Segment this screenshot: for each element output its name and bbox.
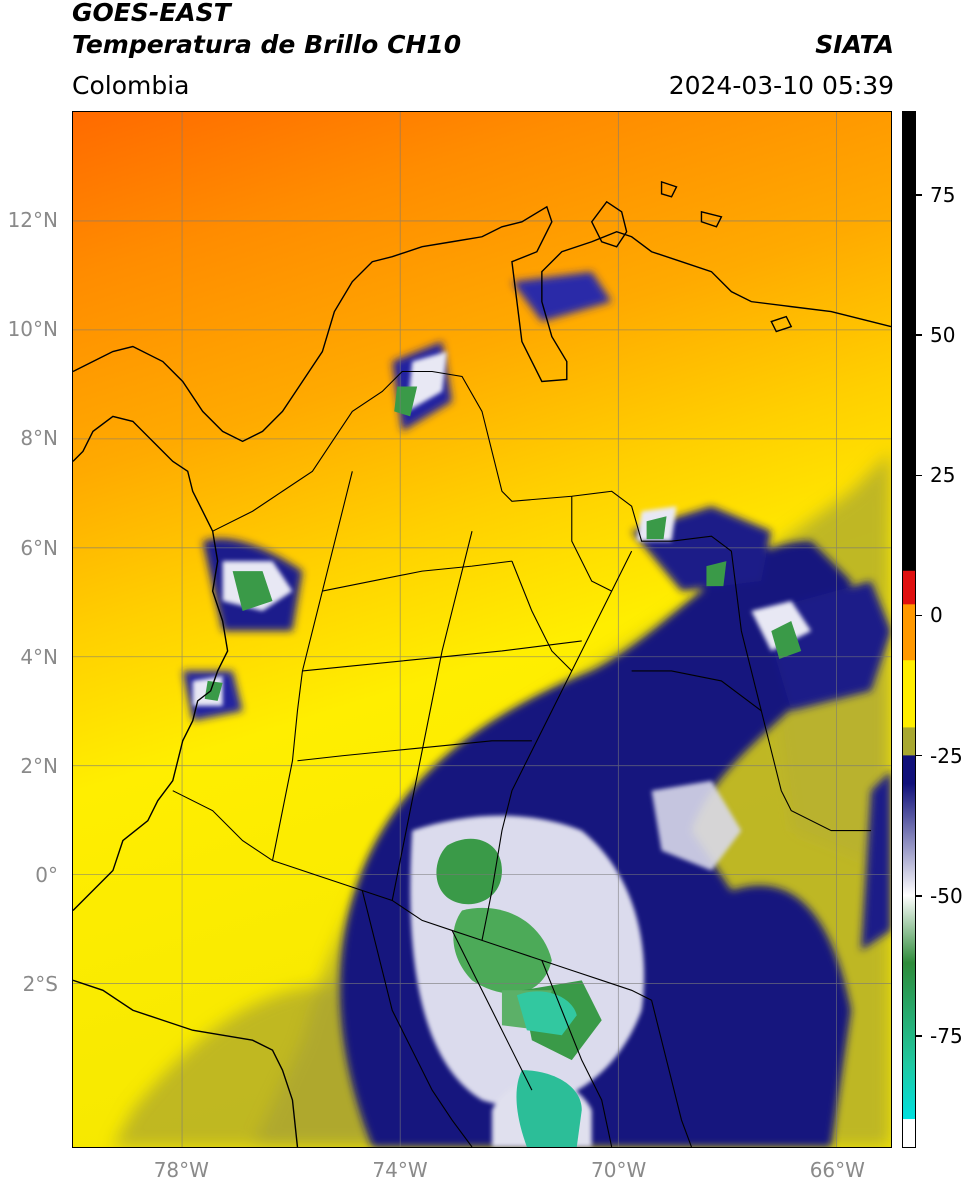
- colorbar-tick-mark: [916, 334, 922, 336]
- lat-tick-label: 10°N: [7, 317, 58, 342]
- colorbar-tick-mark: [916, 614, 922, 617]
- colorbar-segment: [903, 1063, 915, 1120]
- map-canvas: [73, 112, 891, 1147]
- colorbar-tick-label: 75: [930, 183, 956, 208]
- colorbar-segment: [903, 1119, 915, 1147]
- lat-tick-label: 2°N: [20, 753, 58, 778]
- colorbar-tick-label: -75: [930, 1023, 963, 1048]
- colorbar-segment: [903, 570, 915, 605]
- timestamp-label: 2024-03-10 05:39: [668, 71, 894, 100]
- colorbar-tick-mark: [916, 895, 922, 897]
- lat-tick-label: 12°N: [7, 208, 58, 233]
- region-label: Colombia: [72, 71, 190, 100]
- green-cloud-zone: [204, 386, 802, 1147]
- colorbar-segment: [903, 962, 915, 1064]
- colorbar-tick-label: 25: [930, 463, 956, 488]
- colorbar-segment: [903, 112, 915, 572]
- colorbar-tick-mark: [916, 754, 922, 757]
- colorbar-segment: [903, 783, 915, 896]
- satellite-title: GOES-EAST: [72, 0, 231, 27]
- colorbar-tick-label: 0: [930, 603, 943, 628]
- lat-tick-label: 2°S: [22, 972, 58, 997]
- colorbar-segment: [903, 895, 915, 963]
- colorbar-tick-label: 50: [930, 323, 956, 348]
- colorbar-segment: [903, 604, 915, 661]
- colorbar-tick-mark: [916, 1035, 922, 1037]
- lat-tick-label: 8°N: [20, 426, 58, 451]
- colorbar-tick-label: -50: [930, 883, 963, 908]
- product-title: Temperatura de Brillo CH10: [72, 30, 462, 59]
- graticule: [73, 112, 891, 1147]
- satellite-map[interactable]: [72, 111, 892, 1148]
- colorbar-segment: [903, 755, 915, 784]
- colorbar-tick-label: -25: [930, 743, 963, 768]
- brand-label: SIATA: [815, 30, 894, 59]
- political-borders: [172, 370, 872, 1147]
- lat-tick-label: 6°N: [20, 535, 58, 560]
- lat-tick-label: 4°N: [20, 644, 58, 669]
- colorbar-segment: [903, 660, 915, 728]
- lon-tick-label: 66°W: [809, 1158, 865, 1182]
- lon-tick-label: 78°W: [153, 1158, 209, 1182]
- colorbar: [902, 111, 916, 1148]
- colorbar-tick-mark: [916, 194, 922, 196]
- coastlines: [73, 180, 891, 1147]
- colorbar-canvas: [903, 112, 915, 1147]
- colorbar-segment: [903, 727, 915, 756]
- lon-tick-label: 74°W: [372, 1158, 428, 1182]
- colorbar-tick-mark: [916, 474, 922, 477]
- lat-tick-label: 0°: [35, 863, 58, 888]
- lon-tick-label: 70°W: [591, 1158, 647, 1182]
